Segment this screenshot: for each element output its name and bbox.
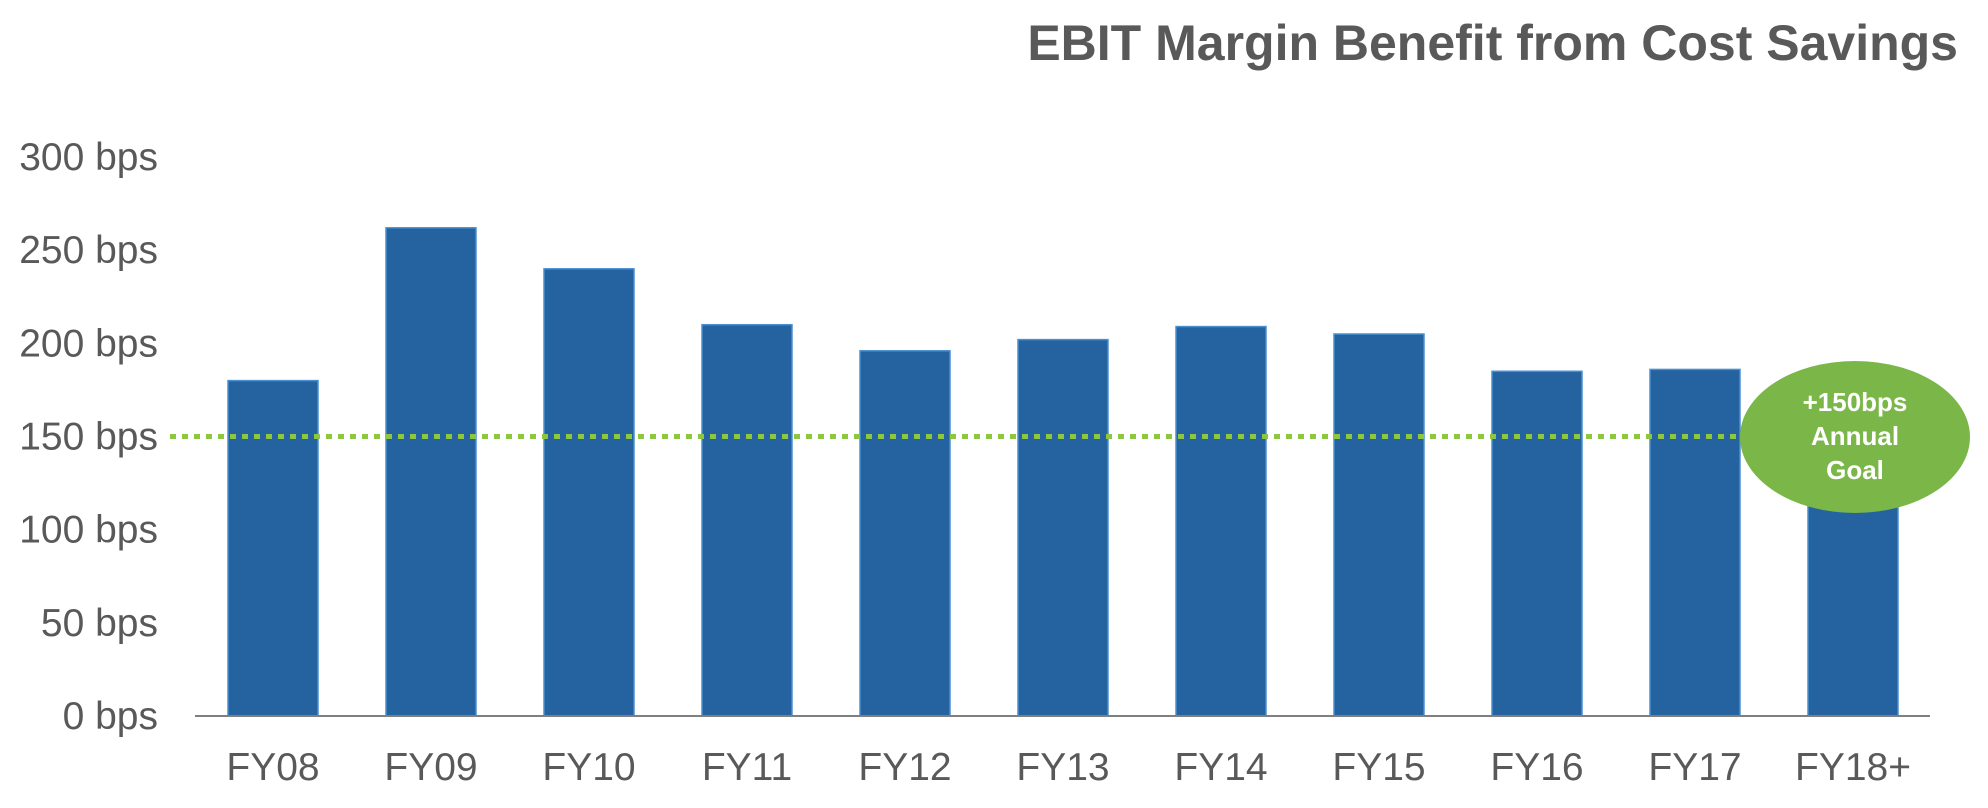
y-tick-label: 0 bps <box>63 695 158 738</box>
bar-fy17 <box>1649 368 1741 717</box>
x-tick-label: FY14 <box>1174 746 1267 789</box>
chart-title: EBIT Margin Benefit from Cost Savings <box>1027 15 1958 71</box>
x-tick-label: FY10 <box>542 746 635 789</box>
y-axis-tick-labels: 0 bps 50 bps 100 bps 150 bps 200 bps 250 bps 3… <box>19 136 158 738</box>
bars <box>227 227 1899 717</box>
bar-fy15 <box>1333 333 1425 717</box>
annual-goal-label-line: Annual <box>1811 421 1899 451</box>
bar-fy09 <box>385 227 477 717</box>
y-tick-label: 150 bps <box>19 416 158 459</box>
annual-goal-badge: +150bps Annual Goal <box>1740 361 1970 513</box>
bar-fy08 <box>227 379 319 717</box>
bar-fy16 <box>1491 370 1583 717</box>
x-axis-tick-labels: FY08 FY09 FY10 FY11 FY12 FY13 FY14 FY15 FY16 FY17… <box>226 746 1911 789</box>
annual-goal-label-line: +150bps <box>1803 387 1908 417</box>
x-tick-label: FY09 <box>384 746 477 789</box>
bar-fy14 <box>1175 325 1267 717</box>
y-tick-label: 200 bps <box>19 322 158 365</box>
y-tick-label: 250 bps <box>19 229 158 272</box>
annual-goal-label-line: Goal <box>1826 455 1884 485</box>
x-tick-label: FY16 <box>1490 746 1583 789</box>
x-tick-label: FY08 <box>226 746 319 789</box>
bar-fy13 <box>1017 338 1109 717</box>
x-tick-label: FY17 <box>1648 746 1741 789</box>
x-tick-label: FY12 <box>858 746 951 789</box>
y-tick-label: 100 bps <box>19 509 158 552</box>
bar-fy10 <box>543 268 635 717</box>
y-tick-label: 300 bps <box>19 136 158 179</box>
bar-fy12 <box>859 350 951 717</box>
x-tick-label: FY13 <box>1016 746 1109 789</box>
x-tick-label: FY11 <box>702 746 792 789</box>
x-tick-label: FY15 <box>1332 746 1425 789</box>
bar-fy11 <box>701 323 793 717</box>
y-tick-label: 50 bps <box>41 602 158 645</box>
x-tick-label: FY18+ <box>1795 746 1911 789</box>
annual-goal-ellipse <box>1740 361 1970 513</box>
